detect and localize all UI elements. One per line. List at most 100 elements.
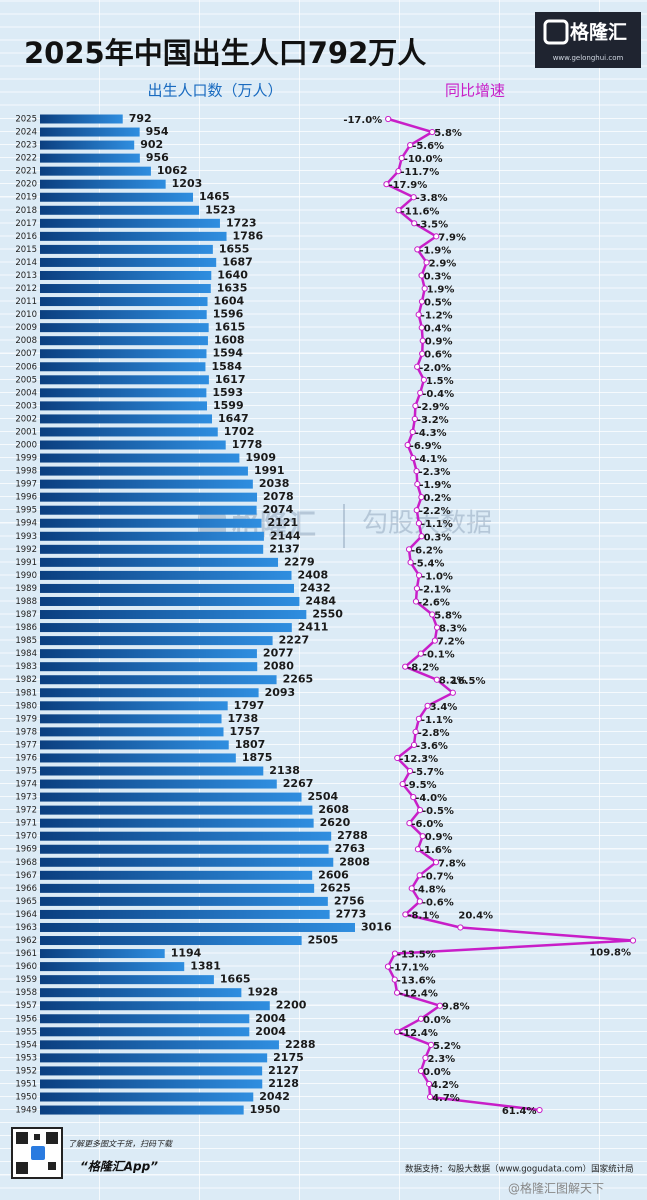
- growth-label: 16.5%: [451, 676, 486, 687]
- bar-value-label: 2121: [268, 516, 299, 529]
- growth-label: -4.0%: [415, 793, 447, 804]
- growth-point: [409, 428, 416, 436]
- year-label: 1951: [15, 1079, 37, 1089]
- bar-value-label: 2808: [339, 855, 370, 868]
- bar-value-label: 1465: [199, 190, 230, 203]
- growth-label: -0.6%: [422, 897, 454, 908]
- growth-label: -2.2%: [419, 506, 451, 517]
- growth-point: [406, 820, 413, 827]
- bar-value-label: 2411: [298, 621, 329, 634]
- growth-path: [385, 117, 635, 1112]
- bar-value-label: 2763: [335, 842, 366, 855]
- growth-point: [415, 572, 423, 579]
- year-label: 2019: [15, 193, 37, 203]
- growth-label: -5.6%: [412, 141, 444, 152]
- bar: [40, 570, 292, 580]
- growth-label: -3.8%: [416, 193, 448, 204]
- growth-point: [406, 767, 414, 775]
- year-label: 1976: [15, 753, 37, 763]
- year-label: 2024: [15, 128, 37, 138]
- growth-label: -8.2%: [407, 663, 439, 674]
- growth-line: -17.0% 5.8% -5.6% -10.0% -11.7% -17.9% -3.8% -1…: [343, 115, 637, 1117]
- growth-point: [432, 859, 440, 866]
- bar-value-label: 1635: [217, 282, 248, 295]
- growth-point: [393, 989, 401, 996]
- year-label: 1962: [15, 936, 37, 946]
- bar-value-label: 2288: [285, 1038, 316, 1051]
- growth-point: [395, 168, 402, 175]
- year-label: 1955: [15, 1027, 37, 1037]
- growth-point: [419, 337, 426, 344]
- growth-label: -1.0%: [421, 571, 453, 582]
- year-label: 1959: [15, 975, 37, 985]
- year-label: 1980: [15, 701, 37, 711]
- growth-point: [416, 807, 424, 814]
- bar: [40, 531, 264, 541]
- bar: [40, 714, 222, 724]
- year-label: 1967: [15, 871, 37, 881]
- bar: [40, 205, 200, 215]
- bar: [40, 936, 302, 946]
- growth-point: [385, 115, 392, 123]
- year-label: 1949: [15, 1106, 37, 1116]
- growth-label: 0.4%: [424, 324, 452, 335]
- bar-value-label: 2128: [268, 1077, 299, 1090]
- growth-label: 9.8%: [442, 1002, 470, 1013]
- bar: [40, 1066, 263, 1076]
- growth-point: [457, 924, 464, 931]
- growth-label: -2.0%: [419, 363, 451, 374]
- bar: [40, 284, 211, 294]
- growth-point: [402, 663, 409, 670]
- bar: [40, 388, 207, 398]
- bar-value-label: 902: [140, 138, 163, 151]
- growth-label: 0.0%: [423, 1067, 451, 1078]
- bar-value-label: 2267: [283, 777, 314, 790]
- bar: [40, 179, 166, 189]
- bar-value-label: 2625: [320, 881, 351, 894]
- growth-point: [416, 872, 423, 879]
- bar: [40, 596, 300, 606]
- growth-point: [394, 754, 401, 762]
- bar: [40, 297, 208, 307]
- growth-point: [415, 520, 422, 527]
- growth-point: [418, 272, 425, 279]
- series-heading: 同比增速: [445, 82, 505, 100]
- bar: [40, 988, 242, 998]
- year-label: 1991: [15, 558, 37, 568]
- growth-point: [421, 285, 428, 292]
- year-label: 2011: [15, 297, 37, 307]
- bar: [40, 727, 224, 737]
- bar: [40, 610, 307, 620]
- growth-point: [423, 259, 430, 266]
- bar: [40, 166, 151, 176]
- bar: [40, 779, 277, 789]
- growth-label: 0.3%: [424, 532, 452, 543]
- growth-label: -6.9%: [410, 441, 442, 452]
- logo: 格隆汇 www.gelonghui.com: [535, 12, 641, 68]
- year-label: 1965: [15, 897, 37, 907]
- qr-block: [16, 1162, 28, 1174]
- growth-point: [418, 494, 425, 501]
- growth-point: [414, 846, 422, 853]
- bar: [40, 870, 313, 880]
- growth-label: 7.9%: [438, 232, 466, 243]
- year-label: 1977: [15, 740, 37, 750]
- year-label: 2006: [15, 362, 37, 372]
- growth-label: -12.4%: [399, 989, 438, 1000]
- bar-value-label: 1599: [213, 399, 244, 412]
- bar-value-label: 1523: [205, 203, 236, 216]
- bar: [40, 1105, 244, 1115]
- bar: [40, 349, 207, 359]
- bar: [40, 218, 220, 228]
- growth-point: [384, 963, 392, 970]
- bar-value-label: 2505: [308, 934, 339, 947]
- growth-point: [407, 141, 414, 149]
- bar: [40, 909, 330, 919]
- growth-label: 0.9%: [425, 337, 453, 348]
- bar-value-label: 2077: [263, 647, 294, 660]
- growth-point: [418, 298, 426, 305]
- bar-value-label: 2138: [269, 764, 300, 777]
- bar-value-label: 1062: [157, 164, 188, 177]
- growth-label: -9.5%: [405, 780, 437, 791]
